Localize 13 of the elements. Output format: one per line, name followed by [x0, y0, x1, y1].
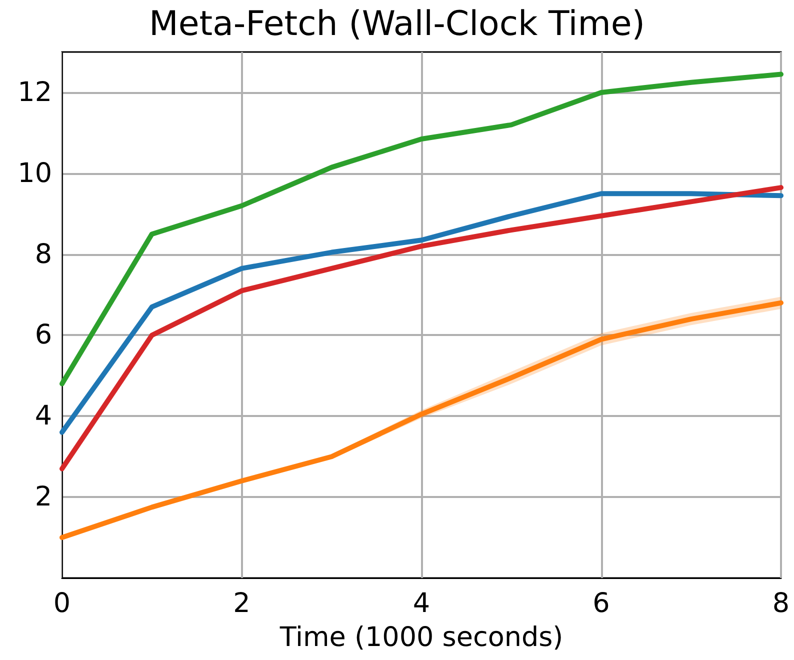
y-tick-label: 4	[34, 400, 52, 432]
y-tick-label: 8	[34, 238, 52, 270]
x-tick-label: 2	[233, 588, 250, 619]
x-tick-label: 6	[592, 588, 610, 619]
x-axis-title: Time (1000 seconds)	[278, 622, 564, 653]
x-tick-label: 8	[772, 588, 790, 619]
y-tick-label: 6	[34, 320, 52, 351]
y-tick-label: 12	[18, 76, 52, 108]
y-tick-label: 10	[18, 158, 52, 189]
chart-title: Meta-Fetch (Wall-Clock Time)	[148, 4, 646, 44]
y-tick-label: 2	[34, 482, 52, 513]
x-tick-label: 4	[412, 588, 430, 619]
x-tick-label: 0	[53, 588, 71, 619]
